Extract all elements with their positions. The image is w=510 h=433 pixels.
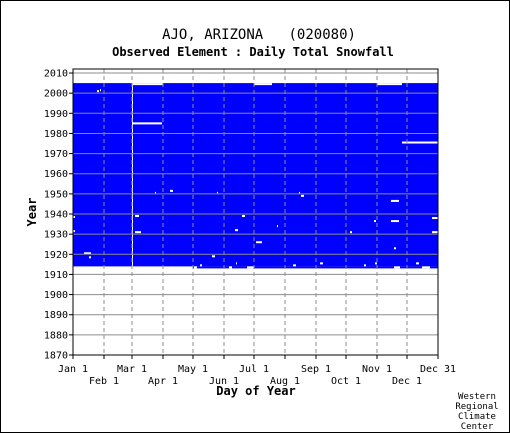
missing-data-mark	[256, 241, 262, 244]
y-tick-label: 1930	[44, 230, 68, 241]
chart-subtitle: Observed Element : Daily Total Snowfall	[112, 45, 394, 59]
x-tick-label: Apr 1	[148, 376, 178, 387]
missing-data-mark	[402, 141, 438, 144]
y-tick-label: 1890	[44, 310, 68, 321]
missing-data-mark	[432, 231, 438, 234]
missing-data-mark	[194, 266, 197, 269]
missing-data-mark	[391, 199, 399, 202]
y-tick-label: 1940	[44, 210, 68, 221]
chart-title: AJO, ARIZONA (020080)	[162, 27, 356, 43]
missing-data-mark	[432, 217, 438, 220]
x-tick-label: Oct 1	[331, 376, 361, 387]
y-tick-label: 1950	[44, 189, 68, 200]
missing-data-mark	[100, 89, 101, 92]
x-tick-label: Jan 1	[58, 364, 88, 375]
x-tick-label: Mar 1	[117, 364, 147, 375]
missing-data-mark	[391, 220, 399, 223]
x-tick-label: Dec 31	[420, 364, 456, 375]
y-tick-label: 1990	[44, 109, 68, 120]
missing-data-mark	[135, 215, 139, 218]
coverage-main	[73, 83, 438, 267]
y-tick-label: 1920	[44, 250, 68, 261]
credit-line: Western	[458, 392, 496, 402]
y-tick-label: 1960	[44, 169, 68, 180]
x-tick-label: Aug 1	[270, 376, 300, 387]
missing-data-mark	[277, 225, 278, 228]
missing-data-mark	[89, 256, 91, 259]
missing-data-mark	[394, 266, 400, 269]
x-tick-label: May 1	[178, 364, 208, 375]
missing-data-mark	[229, 266, 232, 269]
x-tick-label: Feb 1	[89, 376, 119, 387]
missing-data-mark	[217, 191, 218, 194]
credit-line: Climate	[458, 412, 496, 422]
y-tick-label: 2010	[44, 69, 68, 80]
y-tick-label: 1880	[44, 330, 68, 341]
missing-data-mark	[73, 216, 75, 219]
missing-data-mark	[394, 247, 396, 250]
missing-data-mark	[73, 230, 75, 233]
missing-data-mark	[236, 262, 237, 265]
missing-data-mark	[320, 262, 323, 265]
y-tick-label: 1910	[44, 270, 68, 281]
missing-data-mark	[364, 264, 366, 267]
missing-data-mark	[350, 231, 352, 234]
x-tick-label: Dec 1	[392, 376, 422, 387]
coverage-early-end	[377, 83, 402, 86]
missing-data-mark	[235, 229, 238, 232]
coverage-early-end	[132, 83, 163, 86]
y-tick-label: 1980	[44, 129, 68, 140]
missing-data-mark	[374, 220, 376, 223]
y-axis-label: Year	[25, 198, 39, 227]
missing-data-mark	[301, 194, 304, 197]
credit-line: Center	[461, 422, 494, 432]
missing-data-mark	[247, 266, 254, 269]
grid-layer	[73, 69, 438, 356]
missing-data-mark	[135, 231, 141, 234]
missing-data-mark	[155, 191, 156, 194]
missing-data-mark	[97, 90, 99, 93]
x-tick-label: Jul 1	[239, 364, 269, 375]
y-tick-label: 2000	[44, 89, 68, 100]
missing-data-mark	[375, 262, 377, 265]
missing-data-mark	[299, 191, 300, 194]
x-tick-label: Nov 1	[362, 364, 392, 375]
missing-data-mark	[293, 264, 296, 267]
missing-data-mark	[84, 252, 91, 255]
x-axis-ticks: Jan 1 Mar 1 May 1 Jul 1 Sep 1 Nov 1 Dec 31 Feb …	[58, 355, 456, 387]
y-tick-label: 1870	[44, 351, 68, 362]
missing-data-mark	[416, 262, 419, 265]
missing-data-mark	[133, 122, 162, 125]
x-axis-label: Day of Year	[216, 384, 295, 398]
missing-data-mark	[422, 266, 430, 269]
x-tick-label: Sep 1	[301, 364, 331, 375]
x-tick-label: Jun 1	[209, 376, 239, 387]
missing-data-mark	[212, 255, 215, 258]
plot-border	[72, 68, 439, 356]
missing-data-mark	[170, 189, 173, 192]
credit-line: Regional	[455, 402, 498, 412]
y-axis-ticks: 2010 2000 1990 1980 1970 1960 1950 1940 1930 1920…	[44, 69, 73, 362]
coverage-layer	[73, 83, 438, 269]
y-tick-label: 1970	[44, 149, 68, 160]
missing-data-mark	[200, 264, 202, 267]
missing-data-mark	[242, 215, 245, 218]
y-tick-label: 1900	[44, 290, 68, 301]
coverage-early-end	[254, 83, 272, 86]
